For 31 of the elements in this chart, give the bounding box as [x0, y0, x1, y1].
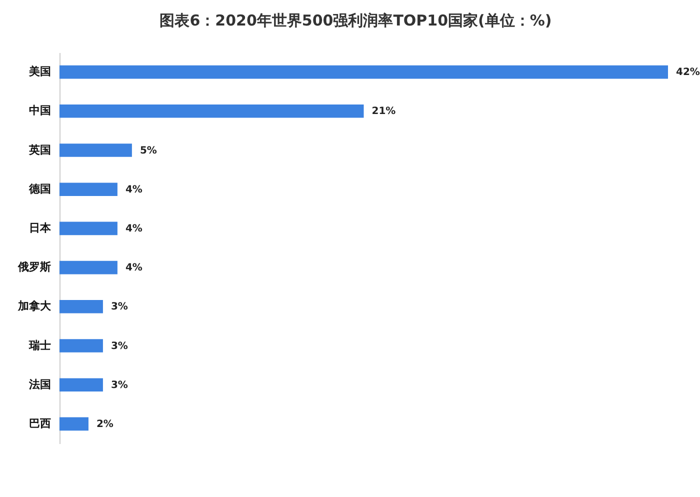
data-label: 21%	[372, 106, 396, 118]
y-tick-label: 德国	[28, 182, 51, 196]
y-tick-label: 日本	[29, 221, 52, 234]
y-tick-label: 中国	[29, 104, 51, 118]
data-label: 4%	[125, 184, 142, 196]
bar	[60, 144, 132, 157]
bar	[60, 417, 88, 431]
y-tick-label: 加拿大	[17, 300, 52, 313]
data-label: 4%	[125, 262, 142, 274]
y-tick-label: 英国	[28, 143, 51, 156]
bar	[60, 65, 668, 79]
bar	[60, 339, 103, 352]
data-label: 3%	[110, 380, 128, 391]
data-label: 3%	[110, 302, 128, 313]
y-tick-label: 法国	[28, 378, 51, 391]
bar	[60, 300, 103, 314]
bar	[60, 104, 364, 118]
data-label: 3%	[110, 340, 128, 352]
bar	[60, 182, 118, 196]
y-tick-label: 瑞士	[28, 338, 51, 352]
bar	[60, 260, 118, 274]
bar	[60, 222, 118, 236]
chart-title: 图表6：2020年世界500强利润率TOP10国家(单位：%)	[160, 12, 552, 30]
data-label: 42%	[676, 67, 700, 78]
data-label: 5%	[140, 145, 157, 156]
data-label: 2%	[96, 418, 114, 430]
bar	[60, 378, 103, 392]
y-tick-label: 俄罗斯	[17, 260, 51, 274]
data-label: 4%	[125, 223, 142, 234]
y-tick-label: 美国	[28, 65, 51, 78]
y-tick-label: 巴西	[29, 416, 51, 430]
